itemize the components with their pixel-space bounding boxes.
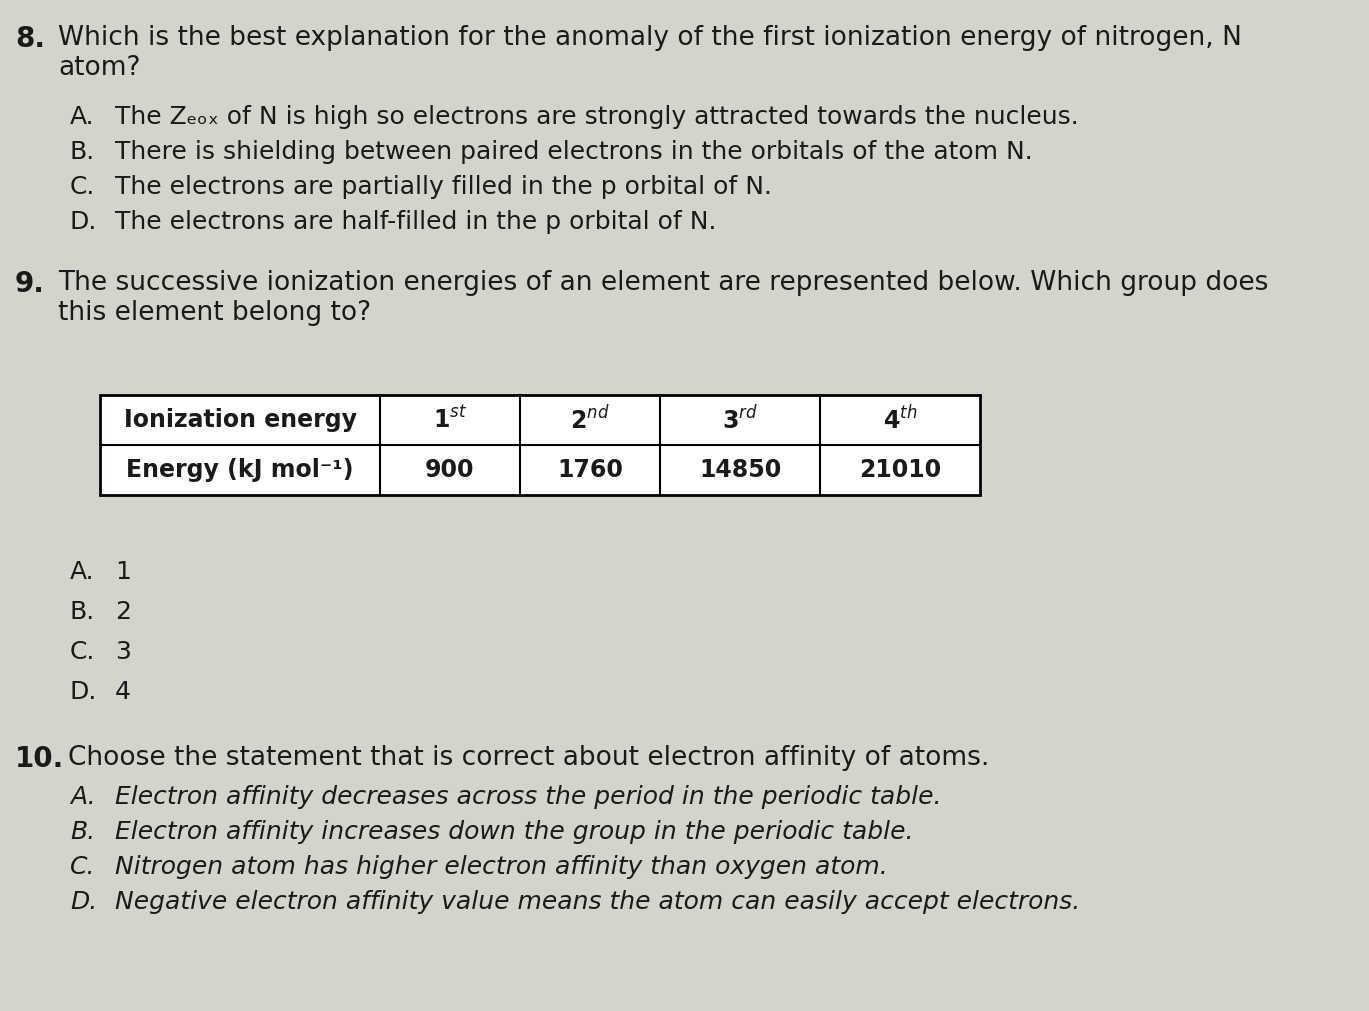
Text: this element belong to?: this element belong to? (57, 300, 371, 326)
Text: Energy (kJ mol⁻¹): Energy (kJ mol⁻¹) (126, 458, 353, 482)
Text: 10.: 10. (15, 745, 64, 773)
Text: Electron affinity increases down the group in the periodic table.: Electron affinity increases down the gro… (115, 820, 913, 844)
Text: 1760: 1760 (557, 458, 623, 482)
Text: C.: C. (70, 855, 96, 879)
Text: B.: B. (70, 600, 96, 624)
Text: A.: A. (70, 560, 94, 584)
Text: 2: 2 (115, 600, 131, 624)
Bar (100, 395, 980, 495)
Text: Nitrogen atom has higher electron affinity than oxygen atom.: Nitrogen atom has higher electron affini… (115, 855, 887, 879)
Text: atom?: atom? (57, 55, 141, 81)
Text: 14850: 14850 (700, 458, 782, 482)
Text: D.: D. (70, 890, 97, 914)
Text: C.: C. (70, 175, 96, 199)
Text: B.: B. (70, 820, 94, 844)
Text: 4$^{th}$: 4$^{th}$ (883, 405, 917, 435)
Text: There is shielding between paired electrons in the orbitals of the atom N.: There is shielding between paired electr… (115, 140, 1032, 164)
Text: 1$^{st}$: 1$^{st}$ (433, 406, 467, 433)
Text: Choose the statement that is correct about electron affinity of atoms.: Choose the statement that is correct abo… (68, 745, 990, 771)
Text: 900: 900 (426, 458, 475, 482)
Text: 3$^{rd}$: 3$^{rd}$ (721, 405, 758, 435)
Text: 21010: 21010 (858, 458, 941, 482)
Text: Which is the best explanation for the anomaly of the first ionization energy of : Which is the best explanation for the an… (57, 25, 1242, 51)
Text: 9.: 9. (15, 270, 45, 298)
Text: The electrons are partially filled in the p orbital of N.: The electrons are partially filled in th… (115, 175, 772, 199)
Text: The Zₑₒₓ of N is high so electrons are strongly attracted towards the nucleus.: The Zₑₒₓ of N is high so electrons are s… (115, 105, 1079, 129)
Text: A.: A. (70, 785, 96, 809)
Text: D.: D. (70, 680, 97, 704)
Text: 2$^{nd}$: 2$^{nd}$ (570, 405, 609, 435)
Text: C.: C. (70, 640, 96, 664)
Text: 3: 3 (115, 640, 131, 664)
Text: D.: D. (70, 210, 97, 234)
Text: Negative electron affinity value means the atom can easily accept electrons.: Negative electron affinity value means t… (115, 890, 1080, 914)
Text: A.: A. (70, 105, 94, 129)
Text: 1: 1 (115, 560, 131, 584)
Text: The successive ionization energies of an element are represented below. Which gr: The successive ionization energies of an… (57, 270, 1268, 296)
Text: B.: B. (70, 140, 96, 164)
Text: 4: 4 (115, 680, 131, 704)
Text: Ionization energy: Ionization energy (123, 408, 356, 432)
Text: Electron affinity decreases across the period in the periodic table.: Electron affinity decreases across the p… (115, 785, 942, 809)
Text: The electrons are half-filled in the p orbital of N.: The electrons are half-filled in the p o… (115, 210, 716, 234)
Text: 8.: 8. (15, 25, 45, 53)
